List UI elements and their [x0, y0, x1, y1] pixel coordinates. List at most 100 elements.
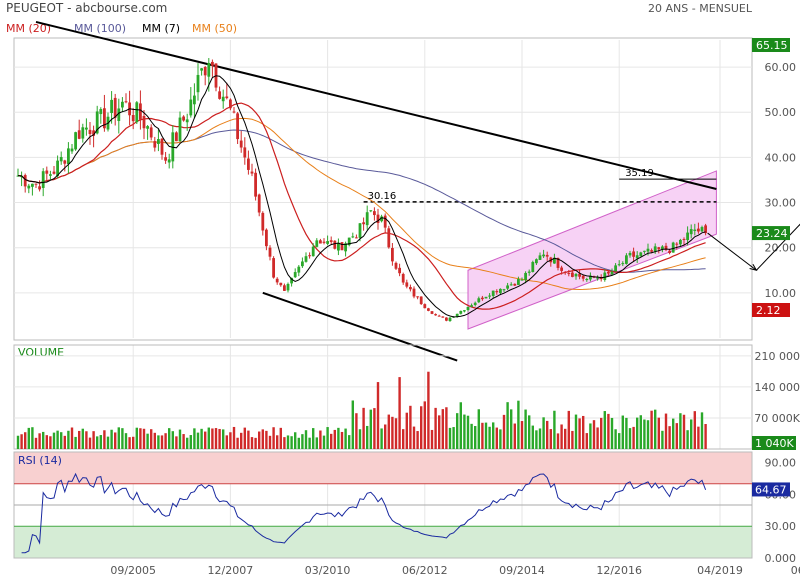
candle-body [347, 237, 351, 246]
candle-body [67, 148, 70, 165]
volume-bar [398, 377, 401, 449]
volume-bar [477, 409, 480, 449]
candle-body [304, 256, 308, 262]
candle-body [279, 282, 283, 286]
volume-bar [690, 419, 693, 449]
volume-badge: 1 040K [752, 436, 796, 450]
volume-bar [128, 437, 131, 449]
candle-body [477, 298, 481, 303]
volume-bar [657, 417, 660, 449]
candle-body [315, 240, 319, 247]
volume-bar [312, 428, 315, 449]
volume-grid: 210 000 140 000 70 000K [14, 350, 800, 425]
candle-body [149, 127, 153, 138]
candle-body [545, 254, 549, 257]
volume-bar [438, 415, 441, 449]
volume-bar [304, 430, 308, 449]
candle-body [589, 275, 592, 280]
volume-bar [531, 425, 534, 449]
candle-body [189, 99, 193, 116]
volume-bar [204, 431, 207, 449]
candle-body [380, 216, 383, 222]
candle-body [124, 101, 128, 103]
candle-body [459, 310, 463, 314]
candle-body [603, 272, 607, 280]
volume-bar [142, 428, 146, 449]
volume-bar [344, 428, 347, 449]
volume-bar [60, 432, 63, 449]
candle-body [491, 290, 495, 296]
volume-bar [600, 417, 603, 449]
volume-bar [157, 435, 160, 449]
volume-bar [330, 433, 333, 449]
volume-bar [315, 437, 318, 449]
volume-bar [16, 435, 20, 449]
candle-body [682, 239, 686, 241]
candle-body [693, 229, 697, 231]
y-tick-label: 50.00 [765, 106, 797, 119]
candle-body [409, 287, 412, 290]
volume-bar [135, 427, 138, 449]
candle-body [207, 62, 211, 77]
rsi-badge: 64.67 [752, 482, 790, 497]
candle-body [614, 265, 617, 272]
x-tick-label: 09/2005 [110, 564, 156, 577]
volume-tick-label: 210 000 [755, 350, 800, 363]
volume-bar [686, 430, 689, 449]
volume-bar [474, 426, 477, 449]
candle-body [689, 229, 693, 235]
volume-bar [88, 437, 92, 449]
volume-bar [628, 428, 632, 449]
volume-bar [391, 416, 394, 449]
volume-bar [582, 415, 585, 449]
candle-body [275, 278, 279, 283]
candle-body [257, 194, 261, 213]
candle-body [398, 267, 401, 274]
volume-bar [528, 415, 531, 449]
candle-body [49, 174, 52, 176]
candle-body [581, 275, 585, 279]
candle-body [700, 227, 704, 232]
candle-body [481, 297, 484, 300]
candle-body [538, 255, 542, 260]
volume-bar [193, 428, 196, 449]
volume-bar [430, 429, 434, 449]
volume-bar [366, 425, 369, 449]
volume-bar [502, 414, 506, 449]
low-badge: 2.12 [752, 303, 790, 317]
candle-body [146, 126, 149, 129]
rsi-tick-label: 0.000 [765, 552, 797, 565]
candle-body [261, 212, 265, 231]
volume-bar [222, 429, 225, 449]
x-tick-label: 12/2016 [596, 564, 642, 577]
x-axis: 09/2005 12/2007 03/2010 06/2012 09/2014 12/20… [110, 564, 800, 577]
volume-bar [492, 422, 495, 449]
candle-body [247, 158, 250, 170]
candle-body [27, 185, 31, 189]
volume-bar [513, 423, 516, 449]
volume-bar [52, 432, 56, 449]
candle-body [121, 101, 124, 108]
candle-body [340, 242, 344, 251]
volume-bar [160, 435, 164, 449]
volume-bar [153, 432, 156, 449]
candle-body [369, 210, 373, 212]
volume-bar [301, 434, 304, 449]
volume-bar [452, 427, 455, 449]
volume-bar [535, 430, 538, 449]
volume-bar [117, 427, 120, 449]
candle-body [203, 67, 207, 76]
volume-bar [632, 426, 635, 449]
ma50-line [17, 117, 706, 291]
volume-bar [448, 427, 452, 449]
candle-body [448, 317, 452, 321]
candle-body [142, 115, 146, 129]
candle-body [617, 264, 621, 266]
candle-body [484, 296, 488, 299]
trend-lines [35, 20, 717, 362]
candle-body [556, 257, 560, 268]
candle-body [661, 246, 664, 250]
candle-body [193, 95, 196, 105]
candle-body [437, 315, 441, 317]
volume-bar [279, 427, 282, 449]
